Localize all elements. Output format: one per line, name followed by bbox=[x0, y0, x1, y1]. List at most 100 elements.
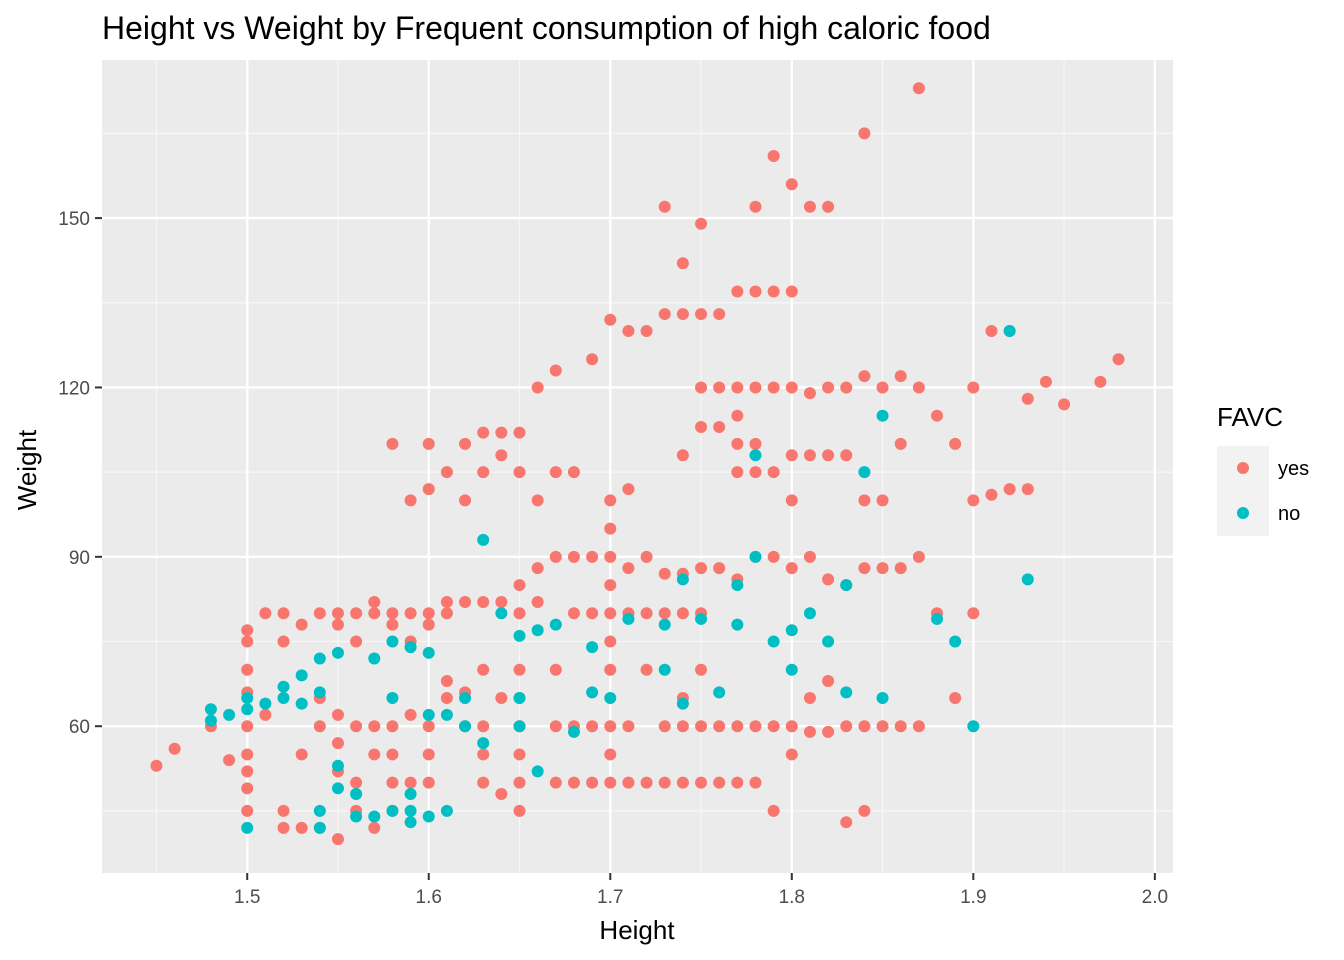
data-point-no bbox=[204, 714, 217, 727]
y-tick-label: 120 bbox=[58, 378, 90, 399]
data-point-no bbox=[386, 804, 399, 817]
data-point-yes bbox=[749, 776, 762, 789]
data-point-no bbox=[676, 573, 689, 586]
data-point-yes bbox=[713, 381, 726, 394]
data-point-yes bbox=[731, 409, 744, 422]
data-point-no bbox=[785, 624, 798, 637]
legend-title: FAVC bbox=[1217, 402, 1283, 432]
data-point-yes bbox=[858, 562, 871, 575]
data-point-yes bbox=[858, 127, 871, 140]
major-gridlines bbox=[102, 60, 1173, 873]
data-point-yes bbox=[749, 437, 762, 450]
data-point-yes bbox=[676, 607, 689, 620]
data-point-yes bbox=[295, 618, 308, 631]
data-point-yes bbox=[604, 748, 617, 761]
data-point-yes bbox=[277, 804, 290, 817]
data-point-yes bbox=[223, 754, 236, 767]
data-point-yes bbox=[1112, 353, 1125, 366]
data-point-no bbox=[404, 816, 417, 829]
data-point-yes bbox=[604, 522, 617, 535]
data-point-yes bbox=[549, 364, 562, 377]
data-point-yes bbox=[604, 776, 617, 789]
data-point-yes bbox=[858, 494, 871, 507]
data-point-no bbox=[386, 635, 399, 648]
data-point-yes bbox=[604, 550, 617, 563]
y-tick-label: 150 bbox=[58, 209, 90, 230]
data-point-yes bbox=[658, 776, 671, 789]
data-point-no bbox=[731, 579, 744, 592]
data-point-yes bbox=[676, 776, 689, 789]
data-point-no bbox=[350, 787, 363, 800]
data-point-yes bbox=[803, 725, 816, 738]
data-point-yes bbox=[531, 562, 544, 575]
data-point-yes bbox=[350, 607, 363, 620]
data-point-yes bbox=[495, 596, 508, 608]
data-point-yes bbox=[695, 663, 708, 676]
data-point-yes bbox=[949, 437, 962, 450]
data-point-no bbox=[331, 782, 344, 795]
data-point-yes bbox=[495, 426, 508, 439]
data-point-yes bbox=[876, 381, 889, 394]
data-point-yes bbox=[259, 708, 272, 721]
data-point-yes bbox=[785, 562, 798, 575]
data-point-no bbox=[223, 708, 236, 721]
data-point-yes bbox=[840, 816, 853, 829]
data-point-yes bbox=[586, 607, 599, 620]
data-point-yes bbox=[658, 567, 671, 580]
data-point-yes bbox=[676, 308, 689, 321]
data-point-yes bbox=[785, 748, 798, 761]
data-point-yes bbox=[241, 663, 254, 676]
data-point-yes bbox=[985, 488, 998, 501]
data-point-yes bbox=[477, 596, 490, 608]
data-point-yes bbox=[604, 663, 617, 676]
data-point-yes bbox=[749, 381, 762, 394]
data-point-yes bbox=[150, 759, 163, 772]
legend: FAVC yes no bbox=[1217, 402, 1309, 536]
x-tick-label: 1.7 bbox=[597, 887, 623, 908]
data-point-no bbox=[586, 641, 599, 654]
data-point-yes bbox=[967, 494, 980, 507]
data-point-yes bbox=[422, 720, 435, 733]
data-point-yes bbox=[404, 494, 417, 507]
data-point-yes bbox=[767, 149, 780, 162]
data-point-yes bbox=[459, 494, 472, 507]
data-point-yes bbox=[912, 720, 925, 733]
data-point-yes bbox=[767, 550, 780, 563]
data-point-yes bbox=[731, 466, 744, 479]
data-point-no bbox=[658, 618, 671, 631]
data-point-yes bbox=[513, 663, 526, 676]
data-point-no bbox=[350, 810, 363, 823]
data-point-yes bbox=[1058, 398, 1071, 411]
data-point-yes bbox=[477, 426, 490, 439]
data-point-yes bbox=[459, 596, 472, 608]
data-point-yes bbox=[440, 675, 453, 688]
data-point-yes bbox=[803, 387, 816, 400]
data-point-yes bbox=[422, 437, 435, 450]
x-tick-label: 1.9 bbox=[960, 887, 986, 908]
data-point-no bbox=[313, 821, 326, 834]
data-point-yes bbox=[803, 449, 816, 462]
data-point-yes bbox=[713, 562, 726, 575]
data-point-yes bbox=[259, 607, 272, 620]
data-point-yes bbox=[822, 200, 835, 213]
data-point-yes bbox=[785, 720, 798, 733]
data-point-yes bbox=[567, 466, 580, 479]
data-point-yes bbox=[676, 720, 689, 733]
data-point-yes bbox=[695, 776, 708, 789]
data-point-yes bbox=[713, 420, 726, 433]
legend-key-background bbox=[1217, 446, 1269, 536]
data-point-yes bbox=[713, 720, 726, 733]
data-point-yes bbox=[695, 720, 708, 733]
data-point-yes bbox=[241, 635, 254, 648]
data-point-yes bbox=[894, 370, 907, 383]
data-point-yes bbox=[586, 353, 599, 366]
data-point-yes bbox=[695, 420, 708, 433]
data-point-yes bbox=[876, 494, 889, 507]
data-point-yes bbox=[604, 607, 617, 620]
legend-label-yes: yes bbox=[1278, 458, 1309, 480]
data-point-yes bbox=[313, 607, 326, 620]
data-point-yes bbox=[277, 607, 290, 620]
data-point-yes bbox=[767, 285, 780, 298]
data-point-yes bbox=[622, 776, 635, 789]
data-point-yes bbox=[241, 624, 254, 637]
